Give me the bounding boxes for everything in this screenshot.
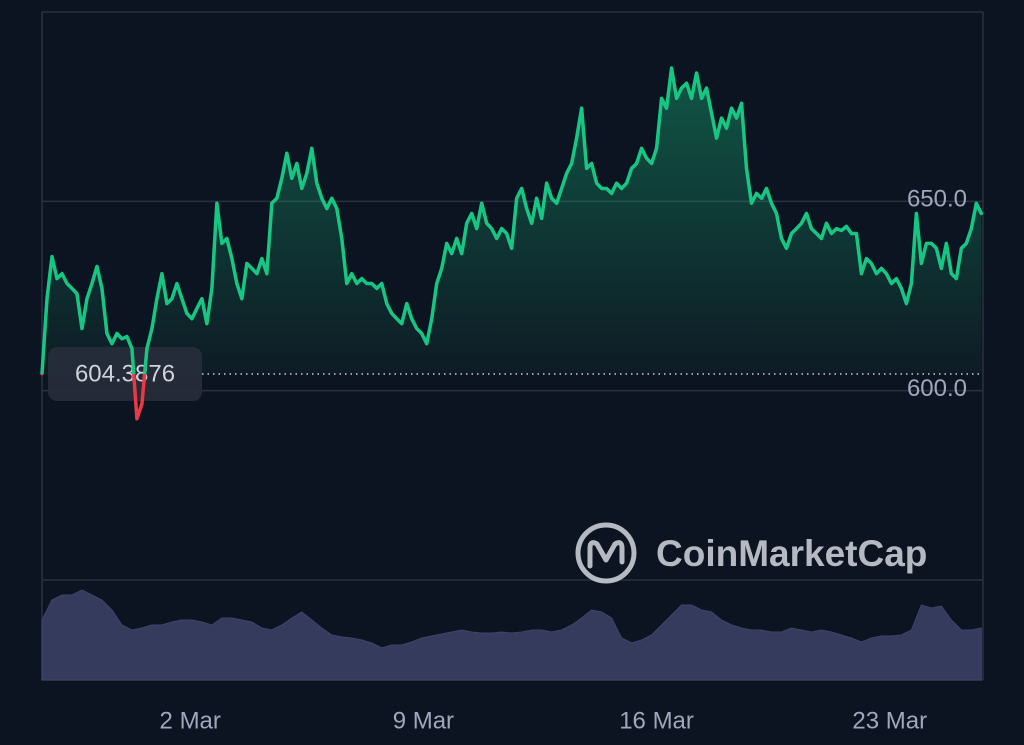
y-tick-label: 600.0 (907, 375, 967, 402)
logo-m (587, 540, 625, 569)
y-tick-label: 650.0 (907, 186, 967, 213)
watermark-text: CoinMarketCap (656, 533, 927, 574)
price-area (42, 68, 982, 375)
x-tick-label: 23 Mar (852, 707, 927, 734)
x-tick-label: 2 Mar (160, 707, 221, 734)
logo-ring (575, 522, 637, 584)
watermark: CoinMarketCap (575, 522, 927, 584)
plot-layer: 600.0 650.0 2 Mar 9 Mar 16 Mar 23 Mar 604.3876 (40, 66, 984, 734)
x-tick-label: 16 Mar (619, 707, 694, 734)
price-line (40, 66, 984, 421)
baseline-label-box (48, 347, 202, 402)
baseline-label: 604.3876 (75, 360, 175, 387)
volume-area (41, 589, 982, 681)
x-tick-label: 9 Mar (393, 707, 454, 734)
